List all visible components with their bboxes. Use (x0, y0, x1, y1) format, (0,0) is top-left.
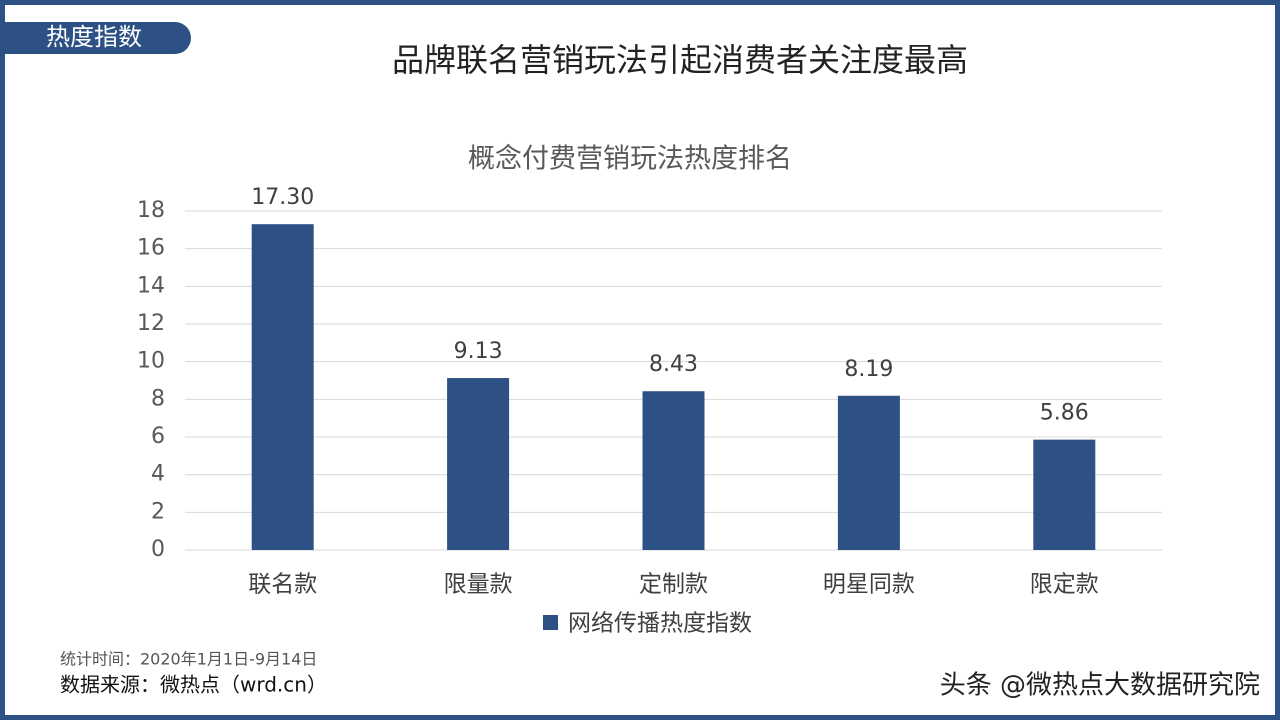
headline: 品牌联名营销玩法引起消费者关注度最高 (392, 41, 968, 79)
tag: 热度指数 (46, 23, 142, 51)
bar (642, 391, 705, 550)
chart-title: 概念付费营销玩法热度排名 (468, 144, 792, 175)
bar (251, 224, 314, 550)
bar (837, 395, 900, 550)
x-tick-label: 限定款 (1030, 572, 1099, 598)
x-tick-label: 限量款 (444, 572, 513, 598)
value-label: 5.86 (1040, 401, 1089, 426)
value-label: 8.19 (844, 357, 893, 382)
bar (447, 378, 510, 550)
y-tick-label: 16 (137, 236, 165, 261)
y-tick-label: 10 (137, 349, 165, 374)
legend-label: 网络传播热度指数 (568, 611, 752, 637)
tag-pill (0, 22, 191, 54)
value-label: 8.43 (649, 352, 698, 377)
value-label: 17.30 (251, 185, 314, 210)
y-tick-label: 0 (151, 537, 165, 562)
y-tick-label: 4 (151, 462, 165, 487)
y-tick-label: 8 (151, 386, 165, 411)
bar (1033, 439, 1096, 550)
x-tick-label: 定制款 (639, 572, 708, 598)
y-tick-label: 12 (137, 311, 165, 336)
source-note: 数据来源：微热点（wrd.cn） (60, 673, 327, 697)
y-tick-label: 2 (151, 499, 165, 524)
value-label: 9.13 (454, 339, 503, 364)
period-note: 统计时间：2020年1月1日-9月14日 (60, 650, 317, 669)
y-tick-label: 18 (137, 198, 165, 223)
legend-swatch (543, 615, 558, 630)
x-tick-label: 明星同款 (823, 572, 915, 598)
watermark: 头条 @微热点大数据研究院 (940, 671, 1260, 701)
y-tick-label: 14 (137, 273, 165, 298)
y-tick-label: 6 (151, 424, 165, 449)
x-tick-label: 联名款 (248, 572, 317, 598)
